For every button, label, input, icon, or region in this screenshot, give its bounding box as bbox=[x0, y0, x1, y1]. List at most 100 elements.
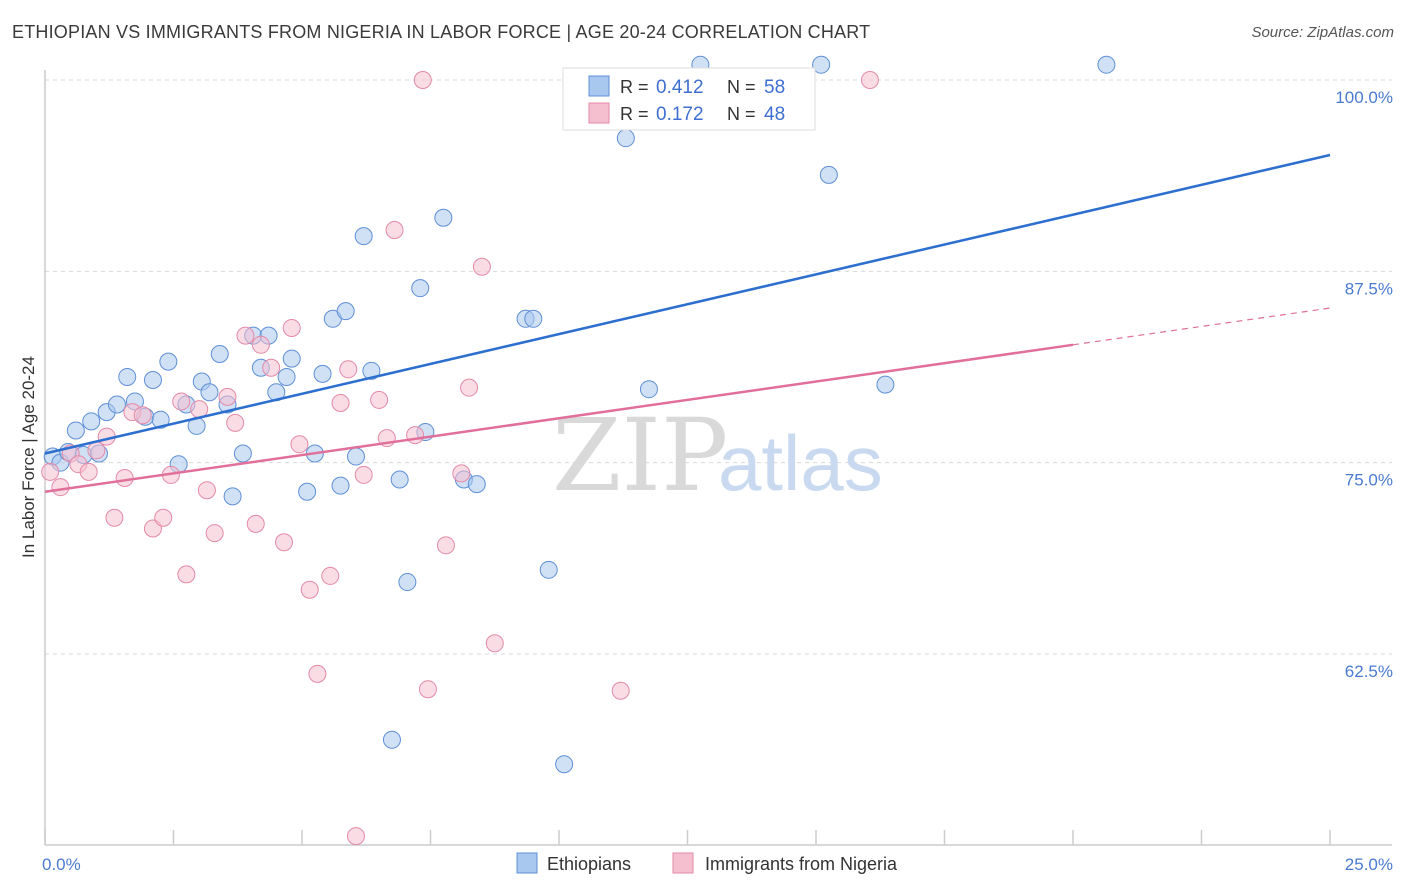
point-nigeria bbox=[331, 393, 350, 412]
point-ethiopians bbox=[354, 227, 373, 246]
point-ethiopians bbox=[434, 208, 453, 227]
point-ethiopians bbox=[336, 302, 355, 321]
point-nigeria bbox=[308, 664, 327, 683]
point-nigeria bbox=[133, 406, 152, 425]
point-ethiopians bbox=[223, 487, 242, 506]
point-nigeria bbox=[370, 390, 389, 409]
point-nigeria bbox=[262, 358, 281, 377]
y-tick-label: 62.5% bbox=[1345, 662, 1393, 681]
point-nigeria bbox=[105, 508, 124, 527]
point-ethiopians bbox=[233, 444, 252, 463]
x-tick-label: 0.0% bbox=[42, 855, 81, 874]
point-ethiopians bbox=[555, 755, 574, 774]
point-ethiopians bbox=[331, 476, 350, 495]
point-ethiopians bbox=[107, 395, 126, 414]
point-ethiopians bbox=[639, 380, 658, 399]
point-ethiopians bbox=[298, 482, 317, 501]
point-ethiopians bbox=[819, 165, 838, 184]
stats-swatch-nigeria bbox=[588, 102, 610, 124]
trend-lines bbox=[44, 153, 1331, 493]
stats-n-label: N = bbox=[727, 104, 756, 124]
x-tick-label: 25.0% bbox=[1345, 855, 1393, 874]
stats-n-value: 58 bbox=[764, 77, 785, 98]
point-nigeria bbox=[418, 680, 437, 699]
point-ethiopians bbox=[66, 421, 85, 440]
point-nigeria bbox=[406, 426, 425, 445]
point-nigeria bbox=[472, 257, 491, 276]
stats-n-value: 48 bbox=[764, 104, 785, 125]
point-ethiopians bbox=[200, 383, 219, 402]
trend-line-nigeria bbox=[44, 343, 1074, 493]
chart-title: ETHIOPIAN VS IMMIGRANTS FROM NIGERIA IN … bbox=[12, 22, 871, 42]
point-nigeria bbox=[436, 536, 455, 555]
point-nigeria bbox=[251, 335, 270, 354]
legend-swatch-nigeria bbox=[672, 852, 694, 874]
point-ethiopians bbox=[362, 361, 381, 380]
stats-n-label: N = bbox=[727, 77, 756, 97]
point-nigeria bbox=[205, 524, 224, 543]
legend-swatch-ethiopians bbox=[516, 852, 538, 874]
point-ethiopians bbox=[346, 447, 365, 466]
y-tick-label: 75.0% bbox=[1345, 471, 1393, 490]
point-ethiopians bbox=[151, 410, 170, 429]
point-ethiopians bbox=[282, 349, 301, 368]
point-ethiopians bbox=[411, 279, 430, 298]
y-tick-label: 100.0% bbox=[1335, 88, 1393, 107]
point-nigeria bbox=[154, 508, 173, 527]
point-nigeria bbox=[300, 580, 319, 599]
point-nigeria bbox=[346, 827, 365, 846]
trend-line-nigeria-extension bbox=[1072, 307, 1331, 346]
legend-label-nigeria: Immigrants from Nigeria bbox=[705, 854, 898, 874]
legend-label-ethiopians: Ethiopians bbox=[547, 854, 631, 874]
point-nigeria bbox=[321, 566, 340, 585]
point-nigeria bbox=[282, 318, 301, 337]
stats-legend: R = 0.412 N = 58 R = 0.172 N = 48 bbox=[562, 67, 816, 131]
stats-r-value: 0.412 bbox=[656, 77, 704, 98]
point-nigeria bbox=[611, 681, 630, 700]
point-nigeria bbox=[41, 462, 60, 481]
point-nigeria bbox=[51, 478, 70, 497]
point-nigeria bbox=[79, 462, 98, 481]
trend-line-ethiopians bbox=[44, 153, 1331, 455]
x-tick-labels: 0.0% 25.0% bbox=[42, 855, 1393, 874]
gridlines bbox=[45, 79, 1392, 655]
point-ethiopians bbox=[524, 309, 543, 328]
source-credit: Source: ZipAtlas.com bbox=[1251, 24, 1394, 41]
point-nigeria bbox=[236, 326, 255, 345]
point-ethiopians bbox=[118, 367, 137, 386]
point-nigeria bbox=[246, 514, 265, 533]
point-ethiopians bbox=[313, 364, 332, 383]
point-nigeria bbox=[218, 387, 237, 406]
point-nigeria bbox=[226, 413, 245, 432]
point-ethiopians bbox=[159, 352, 178, 371]
stats-r-label: R = bbox=[620, 77, 649, 97]
stats-r-value: 0.172 bbox=[656, 104, 704, 125]
point-ethiopians bbox=[539, 560, 558, 579]
point-ethiopians bbox=[277, 367, 296, 386]
y-tick-labels: 62.5% 75.0% 87.5% 100.0% bbox=[1335, 88, 1393, 681]
point-ethiopians bbox=[210, 344, 229, 363]
point-nigeria bbox=[485, 634, 504, 653]
point-ethiopians bbox=[616, 129, 635, 148]
data-points bbox=[41, 55, 1116, 846]
stats-r-label: R = bbox=[620, 104, 649, 124]
stats-swatch-ethiopians bbox=[588, 75, 610, 97]
point-nigeria bbox=[354, 465, 373, 484]
point-ethiopians bbox=[398, 573, 417, 592]
point-nigeria bbox=[460, 378, 479, 397]
point-ethiopians bbox=[467, 475, 486, 494]
watermark: ZIP atlas bbox=[552, 397, 883, 514]
x-ticks bbox=[44, 830, 1331, 845]
point-ethiopians bbox=[1097, 55, 1116, 74]
watermark-zip: ZIP bbox=[552, 397, 728, 514]
watermark-atlas: atlas bbox=[718, 419, 883, 507]
point-nigeria bbox=[860, 71, 879, 89]
point-ethiopians bbox=[876, 375, 895, 394]
point-ethiopians bbox=[143, 371, 162, 390]
point-ethiopians bbox=[812, 55, 831, 74]
point-nigeria bbox=[197, 481, 216, 500]
point-nigeria bbox=[290, 435, 309, 454]
point-ethiopians bbox=[390, 470, 409, 489]
point-nigeria bbox=[172, 392, 191, 411]
